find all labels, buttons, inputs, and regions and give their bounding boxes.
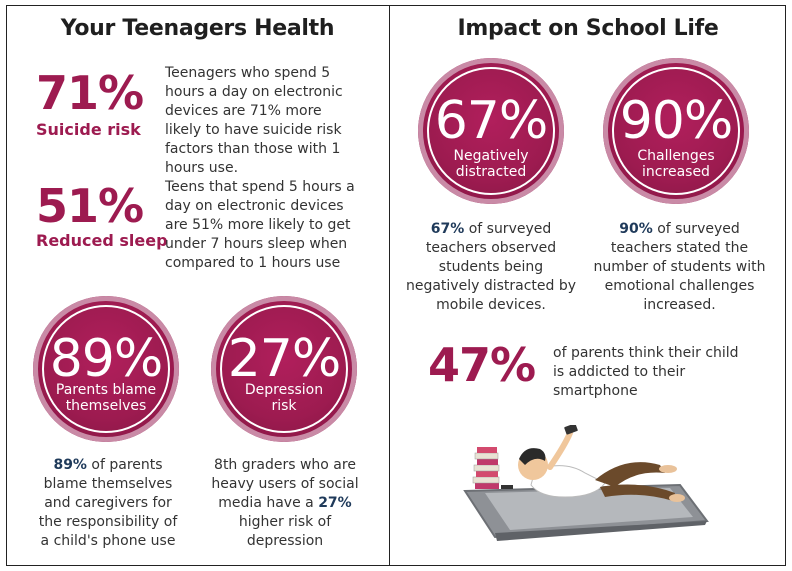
giant-phone-graphic xyxy=(463,483,709,541)
column-divider xyxy=(389,5,390,566)
depression-risk-percent: 27% xyxy=(227,329,342,389)
parents-blame-percent: 89% xyxy=(49,329,164,389)
challenges-increased-circle: 90% Challenges increased xyxy=(603,58,749,204)
parents-blame-bold: 89% xyxy=(53,457,87,473)
negatively-distracted-desc-text: of surveyed teachers observed students b… xyxy=(405,221,577,313)
infographic-frame xyxy=(6,5,786,566)
challenges-increased-description: 90% of surveyed teachers stated the numb… xyxy=(592,220,767,315)
challenges-increased-percent: 90% xyxy=(619,91,734,151)
challenges-increased-desc-text: of surveyed teachers stated the number o… xyxy=(593,221,766,313)
depression-risk-label-line1: Depression xyxy=(244,382,324,398)
addicted-text: of parents think their child is addicted… xyxy=(553,345,739,399)
book-stack-graphic xyxy=(472,447,500,489)
depression-desc-post: higher risk of depression xyxy=(238,514,332,549)
parents-blame-desc-text: of parents blame themselves and caregive… xyxy=(38,457,178,549)
right-heading: Impact on School Life xyxy=(457,16,719,41)
teen-figure-graphic xyxy=(518,425,685,502)
addicted-percent: 47% xyxy=(428,338,536,392)
reduced-sleep-text: Teens that spend 5 hours a day on electr… xyxy=(165,179,355,271)
negatively-distracted-description: 67% of surveyed teachers observed studen… xyxy=(405,220,577,315)
challenges-increased-label-line1: Challenges xyxy=(637,148,715,164)
depression-desc-pre: 8th graders who are heavy users of socia… xyxy=(211,457,359,511)
negatively-distracted-bold: 67% xyxy=(430,221,465,237)
challenges-increased-label-line2: increased xyxy=(642,164,710,180)
left-heading: Your Teenagers Health xyxy=(60,16,335,41)
depression-risk-label-line2: risk xyxy=(271,398,297,414)
suicide-risk-text: Teenagers who spend 5 hours a day on ele… xyxy=(165,65,343,176)
depression-risk-circle: 27% Depression risk xyxy=(211,296,357,442)
depression-bold: 27% xyxy=(318,495,352,511)
reduced-sleep-caption: Reduced sleep xyxy=(36,231,168,250)
suicide-risk-caption: Suicide risk xyxy=(36,120,141,139)
parents-blame-label-line1: Parents blame xyxy=(55,382,157,398)
reduced-sleep-percent: 51% xyxy=(36,179,144,233)
negatively-distracted-percent: 67% xyxy=(434,91,549,151)
teen-on-phone-illustration xyxy=(463,425,709,541)
negatively-distracted-label-line1: Negatively xyxy=(453,148,529,164)
challenges-increased-bold: 90% xyxy=(619,221,653,237)
negatively-distracted-label-line2: distracted xyxy=(455,164,527,180)
parents-blame-circle: 89% Parents blame themselves xyxy=(33,296,179,442)
depression-risk-description: 8th graders who are heavy users of socia… xyxy=(200,456,370,551)
parents-blame-description: 89% of parents blame themselves and care… xyxy=(33,456,183,551)
suicide-risk-percent: 71% xyxy=(36,66,144,120)
negatively-distracted-circle: 67% Negatively distracted xyxy=(418,58,564,204)
parents-blame-label-line2: themselves xyxy=(65,398,147,414)
